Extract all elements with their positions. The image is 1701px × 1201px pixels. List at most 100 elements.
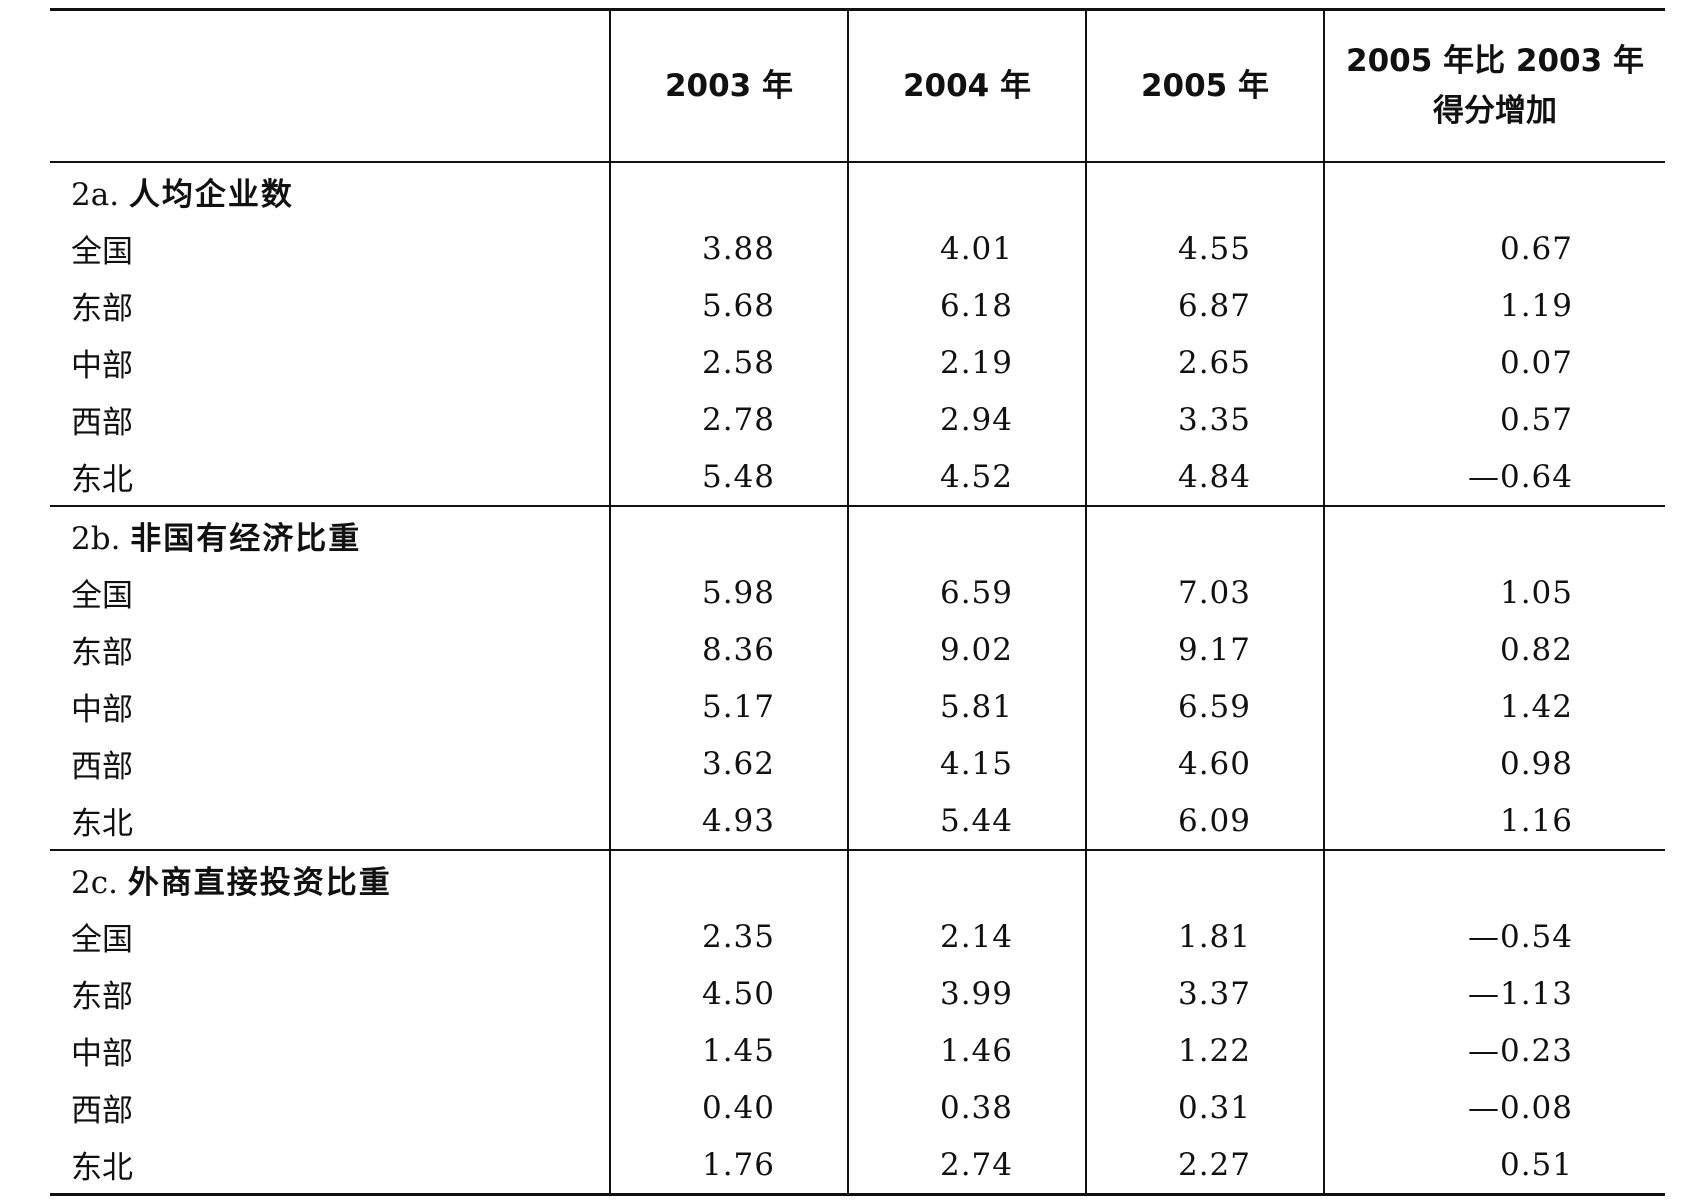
value-2004-cell: 5.81 <box>847 678 1086 735</box>
section-code: 2a. <box>71 177 120 213</box>
empty-cell <box>1323 505 1665 564</box>
table-row: 全国 2.35 2.14 1.81 —0.54 <box>50 908 1665 965</box>
table-row: 东部 8.36 9.02 9.17 0.82 <box>50 621 1665 678</box>
value-2003-cell: 2.78 <box>609 391 848 448</box>
table-body: 2a. 人均企业数 全国 3.88 4.01 4.55 0.67 东部 5.68 6.18 6.8… <box>50 162 1665 1196</box>
section-code: 2c. <box>71 865 118 901</box>
value-2005-cell: 2.65 <box>1085 334 1324 391</box>
header-diff-line-2: 得分增加 <box>1433 93 1557 129</box>
value-2004-cell: 2.14 <box>847 908 1086 965</box>
score-increase-cell: 0.07 <box>1323 334 1665 391</box>
header-row: 2003 年 2004 年 2005 年 2005 年比 2003 年 得分增加 <box>50 8 1665 163</box>
header-diff: 2005 年比 2003 年 得分增加 <box>1323 8 1665 163</box>
section-code: 2b. <box>71 521 121 557</box>
empty-cell <box>847 505 1086 564</box>
region-cell: 东部 <box>71 635 133 671</box>
section-row: 2c. 外商直接投资比重 <box>50 849 1665 908</box>
table-row: 西部 3.62 4.15 4.60 0.98 <box>50 735 1665 792</box>
value-2003-cell: 1.45 <box>609 1022 848 1079</box>
score-increase-cell: 1.42 <box>1323 678 1665 735</box>
score-increase-cell: —0.23 <box>1323 1022 1665 1079</box>
value-2004-cell: 5.44 <box>847 792 1086 850</box>
region-cell: 东北 <box>71 462 133 498</box>
region-cell: 全国 <box>71 578 133 614</box>
region-cell: 西部 <box>71 749 133 785</box>
table-row: 东北 5.48 4.52 4.84 —0.64 <box>50 448 1665 506</box>
value-2003-cell: 2.58 <box>609 334 848 391</box>
table-row: 东部 5.68 6.18 6.87 1.19 <box>50 277 1665 334</box>
region-cell: 中部 <box>71 692 133 728</box>
score-increase-cell: 1.19 <box>1323 277 1665 334</box>
score-increase-cell: 0.51 <box>1323 1136 1665 1196</box>
value-2005-cell: 1.81 <box>1085 908 1324 965</box>
region-cell: 西部 <box>71 1093 133 1129</box>
header-2004: 2004 年 <box>847 8 1086 163</box>
region-cell: 中部 <box>71 348 133 384</box>
value-2003-cell: 4.93 <box>609 792 848 850</box>
section-title: 外商直接投资比重 <box>127 865 392 901</box>
empty-cell <box>1323 162 1665 220</box>
section-title: 人均企业数 <box>128 177 294 213</box>
section-row: 2a. 人均企业数 <box>50 162 1665 220</box>
value-2004-cell: 2.94 <box>847 391 1086 448</box>
score-increase-cell: —1.13 <box>1323 965 1665 1022</box>
table-header: 2003 年 2004 年 2005 年 2005 年比 2003 年 得分增加 <box>50 8 1665 163</box>
value-2003-cell: 8.36 <box>609 621 848 678</box>
score-increase-cell: 0.67 <box>1323 220 1665 277</box>
value-2004-cell: 3.99 <box>847 965 1086 1022</box>
value-2004-cell: 2.74 <box>847 1136 1086 1196</box>
value-2005-cell: 6.09 <box>1085 792 1324 850</box>
empty-cell <box>1085 162 1324 220</box>
value-2005-cell: 1.22 <box>1085 1022 1324 1079</box>
value-2005-cell: 2.27 <box>1085 1136 1324 1196</box>
region-cell: 中部 <box>71 1036 133 1072</box>
table-row: 全国 3.88 4.01 4.55 0.67 <box>50 220 1665 277</box>
value-2005-cell: 6.87 <box>1085 277 1324 334</box>
value-2005-cell: 3.35 <box>1085 391 1324 448</box>
value-2004-cell: 4.52 <box>847 448 1086 506</box>
header-2005: 2005 年 <box>1085 8 1324 163</box>
value-2003-cell: 5.68 <box>609 277 848 334</box>
score-increase-cell: 1.05 <box>1323 564 1665 621</box>
region-cell: 东部 <box>71 979 133 1015</box>
value-2003-cell: 3.88 <box>609 220 848 277</box>
value-2005-cell: 7.03 <box>1085 564 1324 621</box>
value-2005-cell: 6.59 <box>1085 678 1324 735</box>
empty-cell <box>609 162 848 220</box>
section-title: 非国有经济比重 <box>130 521 362 557</box>
value-2004-cell: 4.01 <box>847 220 1086 277</box>
score-increase-cell: 0.57 <box>1323 391 1665 448</box>
header-diff-line-1: 2005 年比 2003 年 <box>1346 43 1644 79</box>
table-row: 中部 5.17 5.81 6.59 1.42 <box>50 678 1665 735</box>
table-row: 东部 4.50 3.99 3.37 —1.13 <box>50 965 1665 1022</box>
table-row: 西部 2.78 2.94 3.35 0.57 <box>50 391 1665 448</box>
value-2003-cell: 0.40 <box>609 1079 848 1136</box>
section-label: 2a. 人均企业数 <box>50 162 610 220</box>
empty-cell <box>1085 849 1324 908</box>
score-increase-cell: 1.16 <box>1323 792 1665 850</box>
data-table-container: 2003 年 2004 年 2005 年 2005 年比 2003 年 得分增加… <box>50 8 1665 1196</box>
empty-cell <box>847 849 1086 908</box>
value-2004-cell: 6.18 <box>847 277 1086 334</box>
value-2005-cell: 3.37 <box>1085 965 1324 1022</box>
region-cell: 东部 <box>71 291 133 327</box>
data-table: 2003 年 2004 年 2005 年 2005 年比 2003 年 得分增加… <box>50 8 1665 1196</box>
value-2003-cell: 5.98 <box>609 564 848 621</box>
header-2003: 2003 年 <box>609 8 848 163</box>
value-2004-cell: 1.46 <box>847 1022 1086 1079</box>
empty-cell <box>609 505 848 564</box>
score-increase-cell: 0.82 <box>1323 621 1665 678</box>
section-row: 2b. 非国有经济比重 <box>50 505 1665 564</box>
region-cell: 全国 <box>71 234 133 270</box>
score-increase-cell: —0.54 <box>1323 908 1665 965</box>
table-row: 西部 0.40 0.38 0.31 —0.08 <box>50 1079 1665 1136</box>
value-2005-cell: 4.84 <box>1085 448 1324 506</box>
value-2004-cell: 2.19 <box>847 334 1086 391</box>
table-row: 中部 1.45 1.46 1.22 —0.23 <box>50 1022 1665 1079</box>
empty-cell <box>1085 505 1324 564</box>
table-row: 东北 4.93 5.44 6.09 1.16 <box>50 792 1665 850</box>
section-label: 2c. 外商直接投资比重 <box>50 849 610 908</box>
header-label-col <box>50 8 610 163</box>
empty-cell <box>1323 849 1665 908</box>
score-increase-cell: —0.64 <box>1323 448 1665 506</box>
